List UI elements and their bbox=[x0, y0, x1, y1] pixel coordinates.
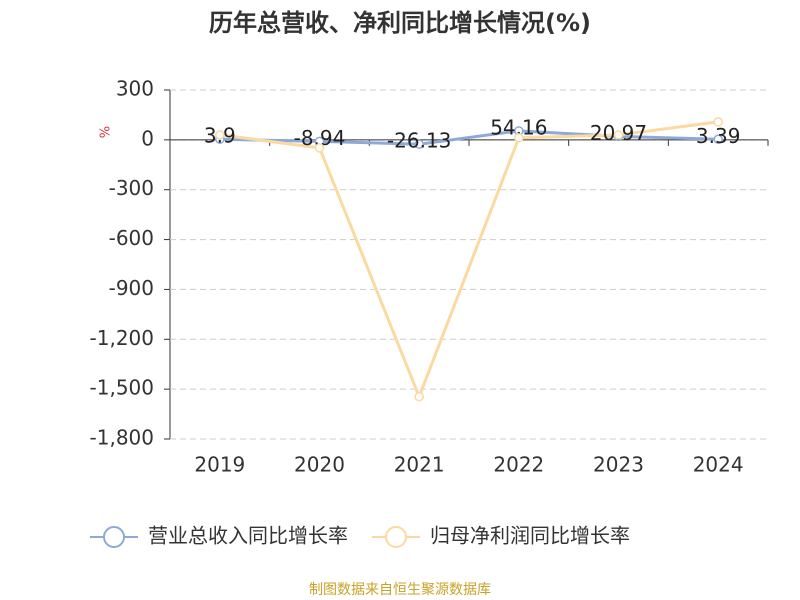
x-tick-label: 2024 bbox=[693, 453, 744, 477]
x-tick-label: 2022 bbox=[493, 453, 544, 477]
legend-label: 归母净利润同比增长率 bbox=[430, 524, 630, 548]
point bbox=[215, 130, 225, 140]
legend-marker bbox=[385, 526, 407, 548]
x-tick-label: 2023 bbox=[593, 453, 644, 477]
legend-label: 营业总收入同比增长率 bbox=[148, 524, 348, 548]
point bbox=[414, 391, 424, 402]
data-label: 3.39 bbox=[696, 124, 741, 148]
chart-title: 历年总营收、净利同比增长情况(%) bbox=[209, 9, 591, 37]
point bbox=[713, 117, 723, 127]
y-unit: % bbox=[99, 126, 114, 138]
x-tick-label: 2019 bbox=[194, 453, 245, 477]
x-tick-label: 2020 bbox=[294, 453, 345, 477]
y-tick-label: 300 bbox=[116, 77, 154, 101]
y-tick-label: -1,200 bbox=[90, 326, 154, 350]
y-tick-label: -1,500 bbox=[90, 376, 154, 400]
data-label: -26.13 bbox=[387, 129, 451, 153]
source-note: 制图数据来自恒生聚源数据库 bbox=[309, 582, 491, 598]
point bbox=[613, 130, 624, 140]
x-tick-label: 2021 bbox=[394, 453, 445, 477]
point bbox=[514, 133, 524, 143]
y-tick-label: -600 bbox=[109, 226, 154, 250]
point bbox=[713, 134, 723, 145]
y-tick-label: -1,800 bbox=[90, 426, 154, 450]
legend-marker bbox=[103, 526, 125, 548]
y-tick-label: -300 bbox=[109, 176, 154, 200]
series-line bbox=[219, 120, 719, 401]
y-tick-label: -900 bbox=[109, 276, 154, 300]
point bbox=[314, 143, 325, 153]
series-line bbox=[219, 129, 719, 146]
y-tick-label: 0 bbox=[141, 126, 154, 150]
point bbox=[414, 139, 424, 149]
